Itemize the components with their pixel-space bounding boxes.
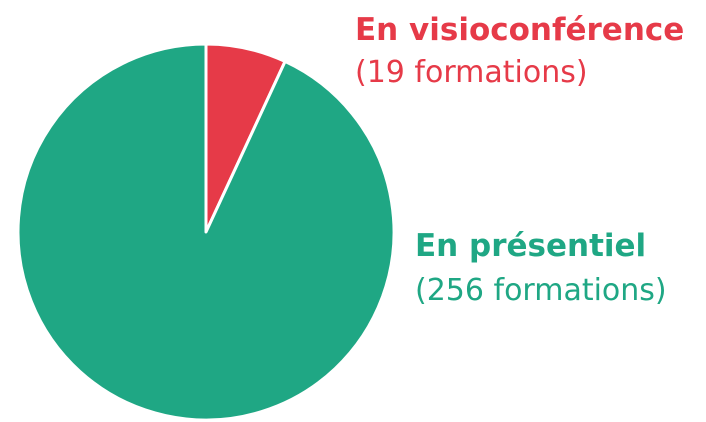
slice-value-label: (19 formations) [355, 55, 588, 90]
slice-value-label: (256 formations) [415, 273, 667, 308]
pie-slice [16, 42, 396, 422]
slice-label: En visioconférence [355, 12, 684, 48]
slice-label: En présentiel [415, 228, 646, 264]
